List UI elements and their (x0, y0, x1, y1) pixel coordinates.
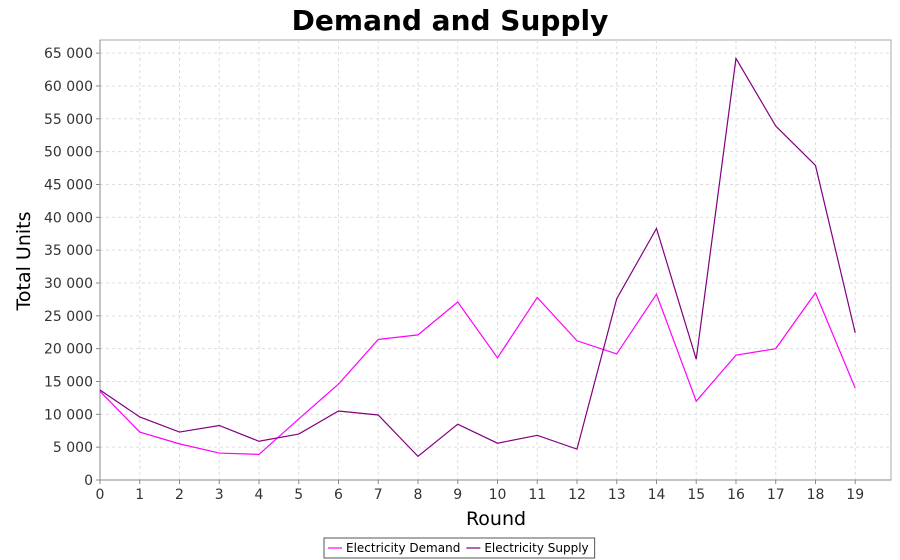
y-tick-label: 10 000 (44, 407, 93, 423)
y-tick-label: 55 000 (44, 112, 93, 128)
chart-title: Demand and Supply (292, 4, 609, 37)
series-layer (99, 56, 856, 458)
x-tick-label: 17 (767, 487, 785, 503)
x-tick-label: 4 (255, 487, 264, 503)
y-tick-label: 5 000 (53, 440, 93, 456)
legend-box (323, 537, 596, 559)
y-tick-label: 35 000 (44, 243, 93, 259)
y-axis: 0 5 000 10 000 15 000 20 000 25 000 30 000 35 0… (44, 40, 101, 489)
x-tick-label: 6 (334, 487, 343, 503)
y-tick-label: 15 000 (44, 374, 93, 390)
x-tick-label: 1 (135, 487, 144, 503)
series-line-electricity-demand (99, 291, 856, 455)
series-electricity-demand (99, 291, 856, 455)
x-tick-label: 18 (807, 487, 825, 503)
x-tick-label: 5 (294, 487, 303, 503)
y-tick-label: 40 000 (44, 210, 93, 226)
y-axis-title: Total Units (13, 212, 35, 312)
series-electricity-supply (99, 56, 856, 458)
y-tick-label: 45 000 (44, 177, 93, 193)
x-tick-label: 16 (727, 487, 745, 503)
x-tick-label: 12 (568, 487, 586, 503)
x-tick-label: 2 (175, 487, 184, 503)
grid (100, 40, 891, 480)
x-tick-label: 8 (414, 487, 423, 503)
x-tick-label: 3 (215, 487, 224, 503)
legend: Electricity Demand Electricity Supply (323, 537, 596, 559)
y-tick-label: 20 000 (44, 342, 93, 358)
x-tick-label: 0 (96, 487, 105, 503)
y-tick-label: 25 000 (44, 309, 93, 325)
y-tick-label: 50 000 (44, 145, 93, 161)
x-tick-label: 14 (648, 487, 666, 503)
y-tick-label: 65 000 (44, 46, 93, 62)
x-tick-label: 11 (528, 487, 546, 503)
x-axis: 0 1 2 3 4 5 6 7 8 9 10 11 12 13 14 15 16 17 18 19 (96, 479, 891, 503)
legend-label-electricity-demand: Electricity Demand (346, 541, 460, 555)
y-tick-label: 0 (84, 473, 93, 489)
x-tick-label: 10 (489, 487, 507, 503)
y-tick-label: 60 000 (44, 79, 93, 95)
plot-area (99, 39, 892, 481)
x-tick-label: 15 (687, 487, 705, 503)
legend-label-electricity-supply: Electricity Supply (484, 541, 588, 555)
y-tick-label: 30 000 (44, 276, 93, 292)
x-tick-label: 13 (608, 487, 626, 503)
x-tick-label: 9 (453, 487, 462, 503)
series-line-electricity-supply (99, 56, 856, 458)
x-tick-label: 19 (846, 487, 864, 503)
x-axis-title: Round (466, 508, 526, 530)
x-tick-label: 7 (374, 487, 383, 503)
